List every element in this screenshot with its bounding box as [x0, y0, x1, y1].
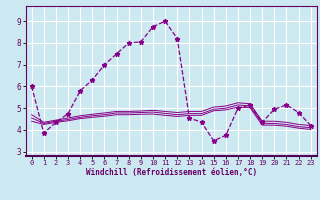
X-axis label: Windchill (Refroidissement éolien,°C): Windchill (Refroidissement éolien,°C): [86, 168, 257, 177]
